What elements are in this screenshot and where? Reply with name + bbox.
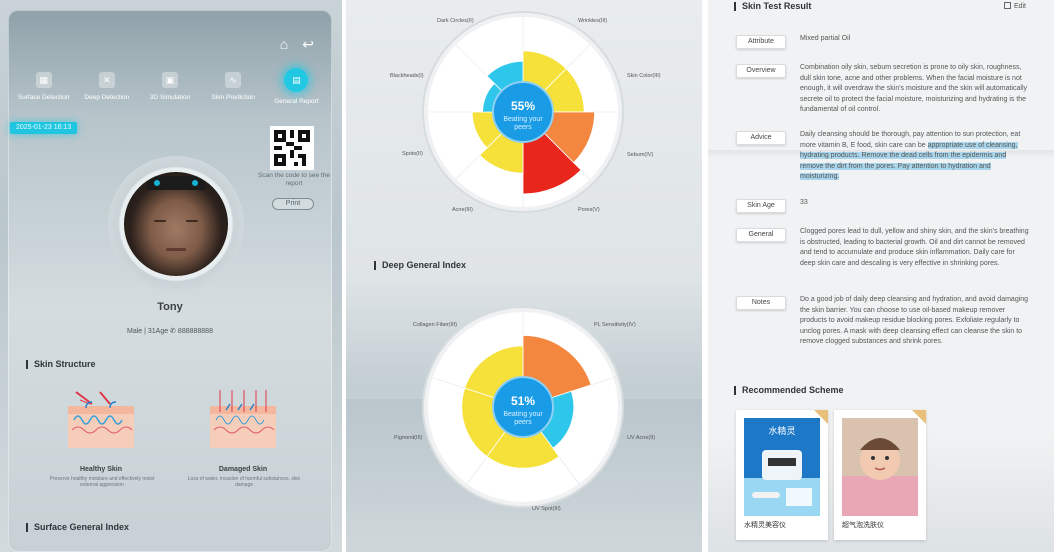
radar2-label-uv-spot: UV Spot(III) xyxy=(532,506,561,512)
3d-icon: ▣ xyxy=(162,72,178,88)
overview-label: Overview xyxy=(736,64,786,78)
radar1-label-acne: Acne(III) xyxy=(452,207,473,213)
radar2-label-uv-acne: UV Acne(II) xyxy=(627,435,656,441)
general-label: General xyxy=(736,228,786,242)
product-image xyxy=(842,418,918,516)
skin-structure-title: Skin Structure xyxy=(26,360,96,369)
healthy-skin-title: Healthy Skin xyxy=(79,466,122,473)
report-icon: ▤ xyxy=(284,68,309,92)
advice-label: Advice xyxy=(736,131,786,145)
product-image-text: 水精灵 xyxy=(768,425,795,437)
deep-radar-chart: 51% Beating your peers xyxy=(428,312,618,502)
nav-general-report[interactable]: ▤ General Report xyxy=(265,68,328,105)
radar2-label-collagen: Collagen Fiber(III) xyxy=(413,322,458,328)
product-label: 水精灵美容仪 xyxy=(744,522,786,529)
radar1-label-wrinkles: Wrinkles(III) xyxy=(578,18,608,24)
user-name: Tony xyxy=(157,301,183,313)
notes-label: Notes xyxy=(736,296,786,310)
radar-center xyxy=(492,81,554,143)
avatar-frame xyxy=(108,156,244,292)
edit-button[interactable]: Edit xyxy=(1003,2,1026,10)
radar-center-caption: peers xyxy=(514,124,532,131)
profile-card: ⌂ ↩ ▦ Surface Detection ✕ Deep Detection… xyxy=(8,10,332,552)
radar1-label-blackheads: Blackheads(I) xyxy=(390,73,424,79)
nav-3d-simulation[interactable]: ▣ 3D Simulation xyxy=(138,72,201,105)
deep-general-index-title: Deep General Index xyxy=(374,261,466,270)
qr-code-icon xyxy=(274,130,310,166)
nav-skin-prediction[interactable]: ∿ Skin Prediction xyxy=(202,72,265,105)
attribute-value: Mixed partial Oil xyxy=(800,35,851,42)
scan-caption: Scan the code to see the report xyxy=(258,172,330,187)
recommended-scheme-title: Recommended Scheme xyxy=(734,386,844,395)
chart-icon: ▦ xyxy=(35,72,52,88)
qr-code xyxy=(270,126,314,170)
top-icons: ⌂ ↩ xyxy=(280,36,314,53)
nav-surface-detection[interactable]: ▦ Surface Detection xyxy=(12,72,75,105)
radar1-label-spots: Spots(II) xyxy=(402,151,423,157)
result-panel: Skin Test Result Edit Attribute Mixed pa… xyxy=(708,0,1054,552)
radar1-label-skin-color: Skin Color(III) xyxy=(627,73,661,79)
phone-icon: ✆ xyxy=(170,328,176,335)
timestamp-badge: 2025-01-23 16:13 xyxy=(10,122,78,134)
skin-test-result-title: Skin Test Result xyxy=(734,2,811,11)
headband xyxy=(146,176,206,190)
home-icon[interactable]: ⌂ xyxy=(279,36,289,52)
radar1-label-pores: Pores(V) xyxy=(578,207,600,213)
radar1-label-dark-circles: Dark Circles(II) xyxy=(437,18,474,24)
radar-center xyxy=(492,376,554,438)
radar-center-percent: 51% xyxy=(511,394,535,408)
advice-text: Daily cleansing should be thorough, pay … xyxy=(800,131,1021,180)
skin-age-value: 33 xyxy=(800,199,808,206)
detection-nav: ▦ Surface Detection ✕ Deep Detection ▣ 3… xyxy=(8,68,332,105)
profile-panel: ⌂ ↩ ▦ Surface Detection ✕ Deep Detection… xyxy=(0,0,342,552)
print-button[interactable]: Print xyxy=(272,198,314,210)
product-image: 水精灵 xyxy=(744,418,820,516)
attribute-label: Attribute xyxy=(736,35,786,49)
healthy-skin-desc: Preserve healthy moisture and effectivel… xyxy=(49,476,155,488)
product-card[interactable]: 水精灵 水精灵美容仪 xyxy=(736,410,828,540)
notes-text: Do a good job of daily deep cleansing an… xyxy=(800,296,1029,345)
index-panel: 55% Beating your peers Dark Circles(II) Wr… xyxy=(346,0,702,552)
surface-index-title: Surface General Index xyxy=(26,523,129,532)
radar-center-caption: Beating your xyxy=(503,116,543,123)
general-text: Clogged pores lead to dull, yellow and s… xyxy=(800,228,1029,267)
product-card[interactable]: 超气泡洗肤仪 xyxy=(834,410,926,540)
back-icon[interactable]: ↩ xyxy=(302,36,314,52)
radar-center-caption: Beating your xyxy=(503,411,543,418)
surface-radar-chart: 55% Beating your peers xyxy=(428,17,618,207)
product-label: 超气泡洗肤仪 xyxy=(842,522,884,529)
radar2-label-pigment: Pigment(III) xyxy=(394,435,423,441)
radar-center-percent: 55% xyxy=(511,99,535,113)
user-meta: Male | 31Age ✆ 888888888 xyxy=(127,328,213,335)
damaged-skin-desc: Loss of water, invasion of harmful subst… xyxy=(187,476,301,488)
radar-center-caption: peers xyxy=(514,419,532,426)
damaged-skin-image xyxy=(208,390,278,450)
edit-icon xyxy=(1003,2,1011,9)
healthy-skin-image xyxy=(66,390,136,450)
nav-deep-detection[interactable]: ✕ Deep Detection xyxy=(75,72,138,105)
damaged-skin-title: Damaged Skin xyxy=(218,466,268,473)
radar1-label-sebum: Sebum(IV) xyxy=(627,152,654,158)
radar2-label-pl-sensitivity: PL Sensitivity(IV) xyxy=(594,322,636,328)
pulse-icon: ∿ xyxy=(225,72,242,88)
skin-age-label: Skin Age xyxy=(736,199,786,213)
avatar xyxy=(124,172,228,276)
molecule-icon: ✕ xyxy=(98,72,115,88)
overview-text: Combination oily skin, sebum secretion i… xyxy=(800,64,1027,113)
